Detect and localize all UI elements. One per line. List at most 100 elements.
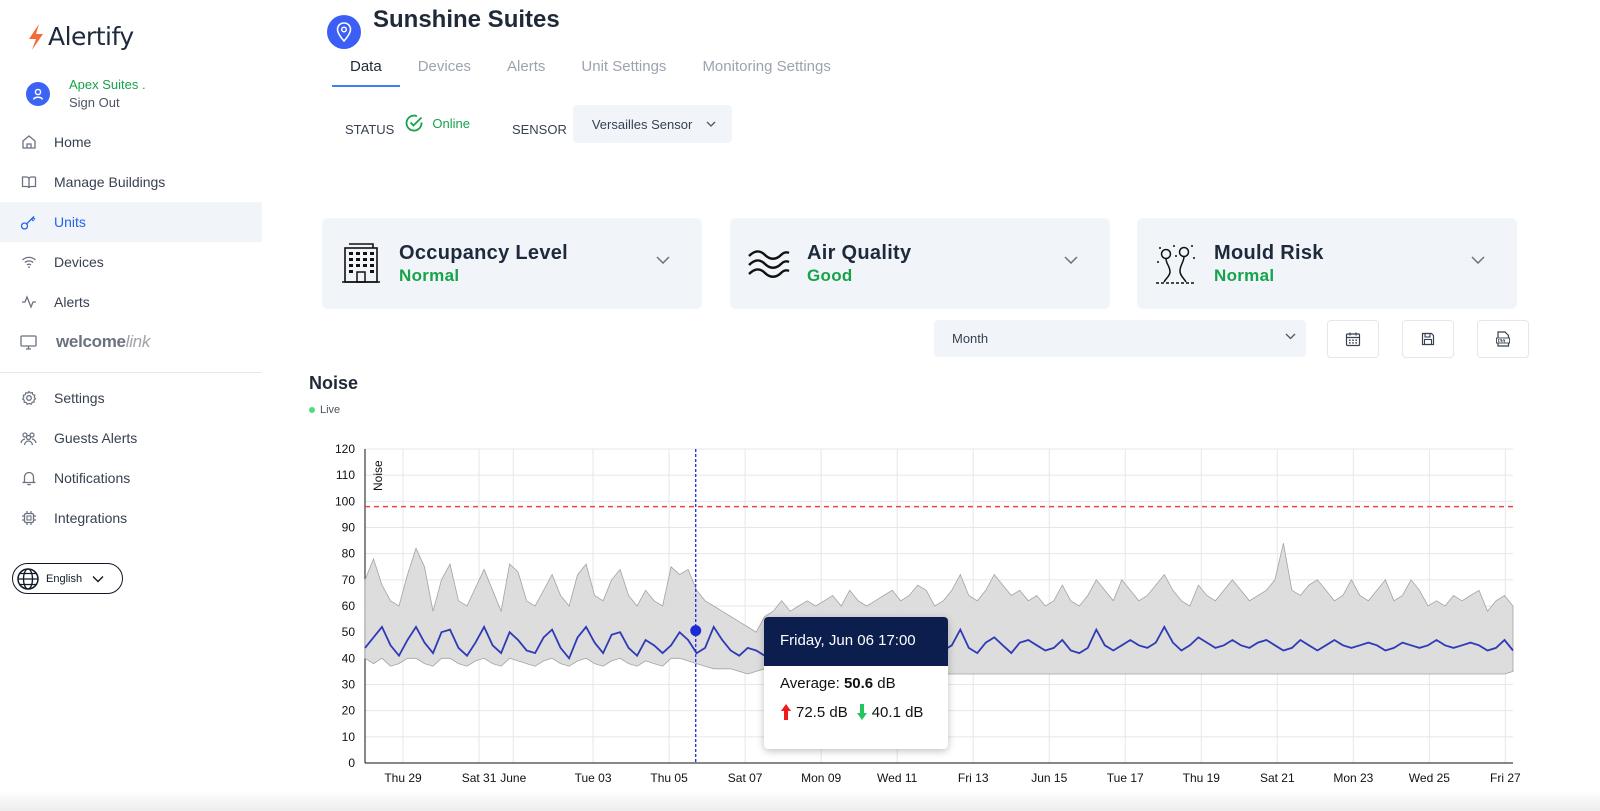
y-tick-label: 70 (342, 573, 356, 587)
wifi-icon (20, 254, 37, 271)
nav-item-integrations[interactable]: Integrations (0, 498, 262, 538)
y-tick-label: 0 (348, 756, 355, 770)
occupancy-level-card[interactable]: Occupancy Level Normal (322, 218, 702, 309)
card-title: Air Quality (807, 242, 912, 264)
live-indicator: Live (309, 404, 340, 416)
chip-icon (20, 510, 37, 527)
y-tick-label: 110 (336, 468, 355, 482)
logo[interactable]: Alertify (26, 22, 134, 51)
csv-export-button[interactable] (1477, 320, 1529, 358)
tooltip-max: 72.5 dB (796, 703, 848, 721)
gear-icon (20, 390, 37, 407)
y-tick-label: 90 (342, 521, 356, 535)
x-tick-label: June (500, 771, 526, 785)
mould-spores-icon (1156, 245, 1196, 284)
user-name: Apex Suites . (69, 77, 146, 92)
user-icon (32, 88, 44, 100)
page-title: Sunshine Suites (373, 6, 560, 33)
calendar-icon (1345, 332, 1361, 347)
csv-export-icon (1496, 331, 1510, 347)
y-tick-label: 50 (342, 625, 356, 639)
window-bottom-edge (0, 790, 1600, 811)
sensor-dropdown[interactable]: Versailles Sensor (572, 105, 732, 143)
nav-label-manage-buildings: Manage Buildings (54, 174, 166, 190)
main-nav: Home Manage Buildings Units Devices (0, 122, 262, 538)
x-tick-label: Tue 03 (575, 771, 612, 785)
book-icon (20, 174, 37, 191)
globe-icon (17, 567, 39, 590)
y-tick-label: 120 (335, 442, 355, 456)
logo-text: Alertify (48, 22, 134, 51)
card-value: Good (807, 266, 853, 285)
live-dot (309, 407, 315, 413)
sensor-value: Versailles Sensor (591, 116, 693, 132)
x-tick-label: Mon 23 (1333, 771, 1373, 785)
chevron-down-icon (1064, 256, 1078, 264)
chart-title: Noise (309, 373, 359, 393)
tab-devices[interactable]: Devices (417, 58, 472, 75)
arrow-up-icon (781, 704, 791, 720)
nav-label-home: Home (54, 134, 92, 150)
chevron-down-icon (92, 575, 104, 582)
y-tick-label: 20 (342, 704, 356, 718)
tab-unit-settings[interactable]: Unit Settings (581, 58, 667, 75)
activity-icon (20, 294, 37, 311)
language-selector[interactable]: English (12, 563, 123, 594)
nav-item-home[interactable]: Home (0, 122, 262, 162)
tab-alerts[interactable]: Alerts (507, 58, 546, 75)
lightning-bolt-icon (29, 23, 43, 50)
x-tick-label: Wed 11 (877, 771, 918, 785)
x-tick-label: Jun 15 (1031, 771, 1067, 785)
sign-out-link[interactable]: Sign Out (69, 95, 120, 110)
tooltip-date: Friday, Jun 06 17:00 (764, 617, 948, 666)
nav-item-manage-buildings[interactable]: Manage Buildings (0, 162, 262, 202)
tab-monitoring-settings[interactable]: Monitoring Settings (702, 58, 831, 75)
nav-item-devices[interactable]: Devices (0, 242, 262, 282)
nav-item-alerts[interactable]: Alerts (0, 282, 262, 322)
calendar-button[interactable] (1327, 320, 1379, 358)
tab-bar: Data Devices Alerts Unit Settings Monito… (332, 50, 849, 87)
period-dropdown[interactable]: Month (934, 320, 1306, 357)
nav-item-guests-alerts[interactable]: Guests Alerts (0, 418, 262, 458)
save-icon (1421, 332, 1435, 346)
mould-risk-card[interactable]: Mould Risk Normal (1137, 218, 1517, 309)
save-button[interactable] (1402, 320, 1454, 358)
home-icon (20, 134, 37, 151)
location-pin-icon (336, 22, 352, 42)
y-tick-label: 30 (342, 678, 356, 692)
air-quality-card[interactable]: Air Quality Good (730, 218, 1110, 309)
status-indicator: Online (404, 113, 470, 133)
nav-item-settings[interactable]: Settings (0, 378, 262, 418)
card-title: Mould Risk (1214, 242, 1324, 264)
highlight-point (690, 625, 702, 637)
card-value: Normal (399, 266, 460, 285)
nav-label-notifications: Notifications (54, 470, 131, 486)
nav-divider (0, 372, 262, 373)
sensor-label: SENSOR (511, 121, 567, 137)
chevron-down-icon (656, 256, 670, 264)
check-circle-icon (406, 114, 423, 132)
nav-label-integrations: Integrations (54, 510, 128, 526)
status-label: STATUS (345, 121, 395, 137)
chevron-down-icon (706, 121, 716, 127)
language-label: English (46, 572, 83, 585)
welcomelink-logo-text: welcomelink (56, 332, 151, 351)
sidebar: Alertify Apex Suites . Sign Out Home (0, 0, 262, 811)
tooltip-average: Average: 50.6 dB (780, 675, 896, 692)
nav-item-welcomelink[interactable]: welcomelink (0, 322, 262, 362)
tab-data[interactable]: Data (332, 50, 400, 87)
noise-chart[interactable]: 0 10 20 30 40 50 60 70 80 90 100 110 120 Thu 29 Sat 31… (300, 436, 1530, 790)
y-tick-label: 60 (342, 599, 356, 613)
x-tick-label: Thu 19 (1183, 771, 1221, 785)
nav-item-notifications[interactable]: Notifications (0, 458, 262, 498)
x-tick-label: Thu 05 (650, 771, 688, 785)
avatar[interactable] (26, 82, 50, 106)
x-tick-label: Fri 13 (958, 771, 989, 785)
x-tick-label: Mon 09 (801, 771, 841, 785)
y-tick-label: 10 (342, 730, 356, 744)
nav-item-units[interactable]: Units (0, 202, 262, 242)
x-tick-label: Sat 07 (728, 771, 763, 785)
nav-label-guests-alerts: Guests Alerts (54, 430, 138, 446)
y-tick-label: 100 (335, 494, 355, 508)
